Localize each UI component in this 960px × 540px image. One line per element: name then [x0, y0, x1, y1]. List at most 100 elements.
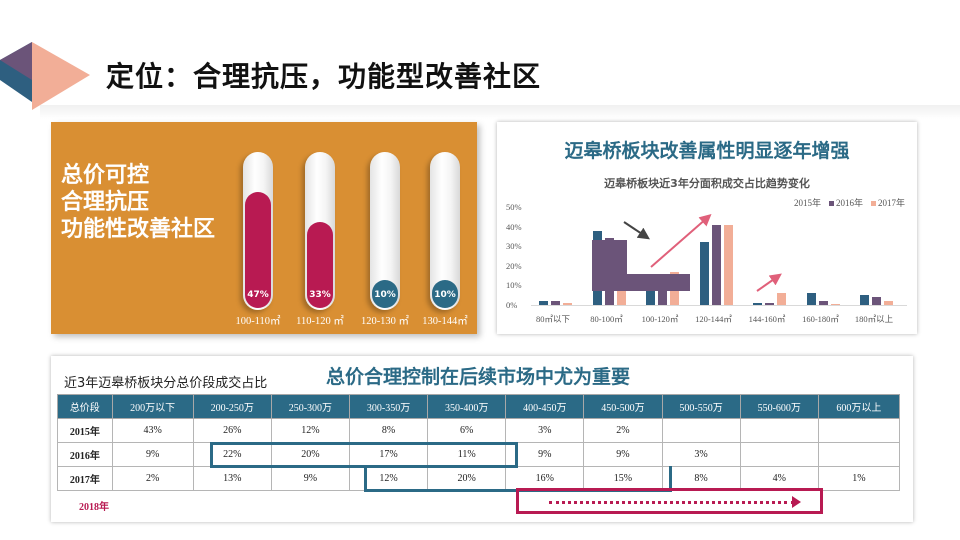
tube-fill: 47%: [245, 192, 271, 308]
area-trend-chart-panel: 迈皋桥板块改善属性明显逐年增强 迈皋桥板块近3年分面积成交占比趋势变化 2015…: [497, 122, 917, 334]
table-cell: 4%: [739, 466, 819, 491]
tube-fill: 10%: [372, 280, 398, 308]
table-cell: 8%: [661, 466, 741, 491]
bar: [699, 242, 709, 305]
legend-item-2016: 2016年: [828, 196, 863, 209]
tube-label: 120-130 ㎡: [360, 316, 410, 327]
tube-label: 110-120 ㎡: [296, 316, 344, 327]
column-header: 550-600万: [739, 394, 819, 419]
y-tick-label: 0%: [506, 300, 518, 310]
bar: [806, 293, 816, 305]
column-header: 350-400万: [427, 394, 507, 419]
table-cell: 6%: [427, 418, 507, 443]
tube-value: 10%: [374, 290, 396, 300]
table-cell: 13%: [192, 466, 272, 491]
table-cell: 26%: [192, 418, 272, 443]
slogan-line: 总价可控: [61, 163, 150, 188]
column-header: 250-300万: [270, 394, 350, 419]
table-row: 2017年 2% 13% 9% 12% 20% 16% 15% 8% 4% 1%: [57, 466, 901, 491]
trend-arrows-icon: [623, 214, 782, 292]
slogan-line: 功能性改善社区: [61, 217, 216, 242]
column-header: 400-450万: [505, 394, 585, 419]
slogan: 总价可控 合理抗压 功能性改善社区: [61, 162, 215, 243]
y-tick-label: 20%: [506, 260, 522, 271]
bar: [860, 295, 869, 305]
table-cell: 2%: [111, 466, 194, 491]
page-title: 定位：合理抗压，功能型改善社区: [106, 60, 542, 93]
bar: [753, 303, 762, 305]
bar: [723, 224, 733, 305]
bar: [563, 303, 572, 305]
x-tick-label: 120-144㎡: [695, 314, 732, 324]
table-cell: 3%: [505, 418, 585, 443]
row-year-cell: 2017年: [57, 466, 113, 491]
bar: [646, 285, 655, 305]
table-row: 2015年 43% 26% 12% 8% 6% 3% 2%: [57, 418, 901, 443]
x-tick-label: 80-100㎡: [590, 314, 623, 324]
column-header: 600万以上: [817, 394, 901, 419]
bar: [616, 285, 626, 305]
table-cell: [739, 418, 819, 443]
chart-headline: 迈皋桥板块改善属性明显逐年增强: [564, 140, 850, 162]
progress-tube: 10%: [370, 152, 400, 310]
bar: [765, 303, 774, 305]
x-tick-label: 144-160㎡: [748, 314, 786, 324]
year-2018-label: 2018年: [79, 502, 109, 513]
table-cell: 1%: [817, 466, 901, 491]
tube-value: 47%: [247, 290, 269, 300]
bar: [551, 301, 560, 305]
bar: [818, 301, 828, 305]
table-cell: [817, 442, 901, 467]
column-header: 300-350万: [348, 394, 429, 419]
table-cell: 3%: [661, 442, 741, 467]
y-tick-label: 10%: [506, 280, 522, 291]
table-cell: 16%: [505, 466, 585, 491]
column-header: 200-250万: [192, 394, 272, 419]
table-cell: 43%: [111, 418, 194, 443]
row-year-cell: 2016年: [57, 442, 113, 467]
decorative-triangles-icon: [0, 42, 90, 110]
x-tick-label: 180㎡以上: [854, 314, 894, 324]
chart-legend: 2015年 2016年 2017年: [794, 196, 905, 209]
column-header: 450-500万: [583, 394, 663, 419]
tube-value: 33%: [309, 290, 331, 300]
tube-value: 10%: [434, 290, 456, 300]
tube-fill: 10%: [432, 280, 458, 308]
dotted-arrow-line: [549, 501, 794, 504]
y-tick-label: 40%: [506, 221, 522, 232]
table-cell: [739, 442, 819, 467]
table-cell: 9%: [505, 442, 585, 467]
x-tick-label: 100-120㎡: [641, 314, 679, 324]
bar: [884, 301, 893, 305]
price-segment-panel: 总价可控 合理抗压 功能性改善社区 47% 100-110㎡ 33% 110-120 …: [51, 122, 477, 334]
tube-label: 100-110㎡: [235, 316, 281, 327]
bar: [872, 297, 881, 305]
legend-swatch: [870, 201, 876, 207]
table-cell: 9%: [270, 466, 350, 491]
progress-tube: 47%: [243, 152, 273, 310]
y-tick-label: 30%: [506, 241, 522, 252]
bar: [711, 224, 721, 305]
y-tick-label: 50%: [506, 202, 522, 212]
row-year-cell: 2015年: [57, 418, 113, 443]
x-axis-line: [531, 305, 907, 306]
table-cell: 12%: [270, 418, 350, 443]
arrow-right-icon: [792, 496, 801, 508]
title-underline-shadow: [40, 105, 960, 119]
table-cell: 2%: [583, 418, 663, 443]
bar: [658, 285, 667, 305]
legend-item-2015: 2015年: [793, 198, 821, 208]
table-cell: 9%: [111, 442, 194, 467]
column-header: 500-550万: [661, 394, 741, 419]
progress-tube: 33%: [305, 152, 335, 310]
table-caption: 近3年迈皋桥板块分总价段成交占比: [64, 376, 268, 391]
highlight-2018-forecast: [516, 488, 823, 514]
total-price-table-panel: 近3年迈皋桥板块分总价段成交占比 总价合理控制在后续市场中尤为重要 总价段 200…: [51, 356, 913, 522]
annotation-block: [592, 240, 627, 291]
bar: [539, 301, 548, 305]
x-tick-label: 80㎡以下: [535, 314, 570, 324]
column-header: 200万以下: [111, 394, 194, 419]
table-headline: 总价合理控制在后续市场中尤为重要: [326, 366, 631, 388]
table-cell: 9%: [583, 442, 663, 467]
table-cell: 17%: [348, 442, 429, 467]
